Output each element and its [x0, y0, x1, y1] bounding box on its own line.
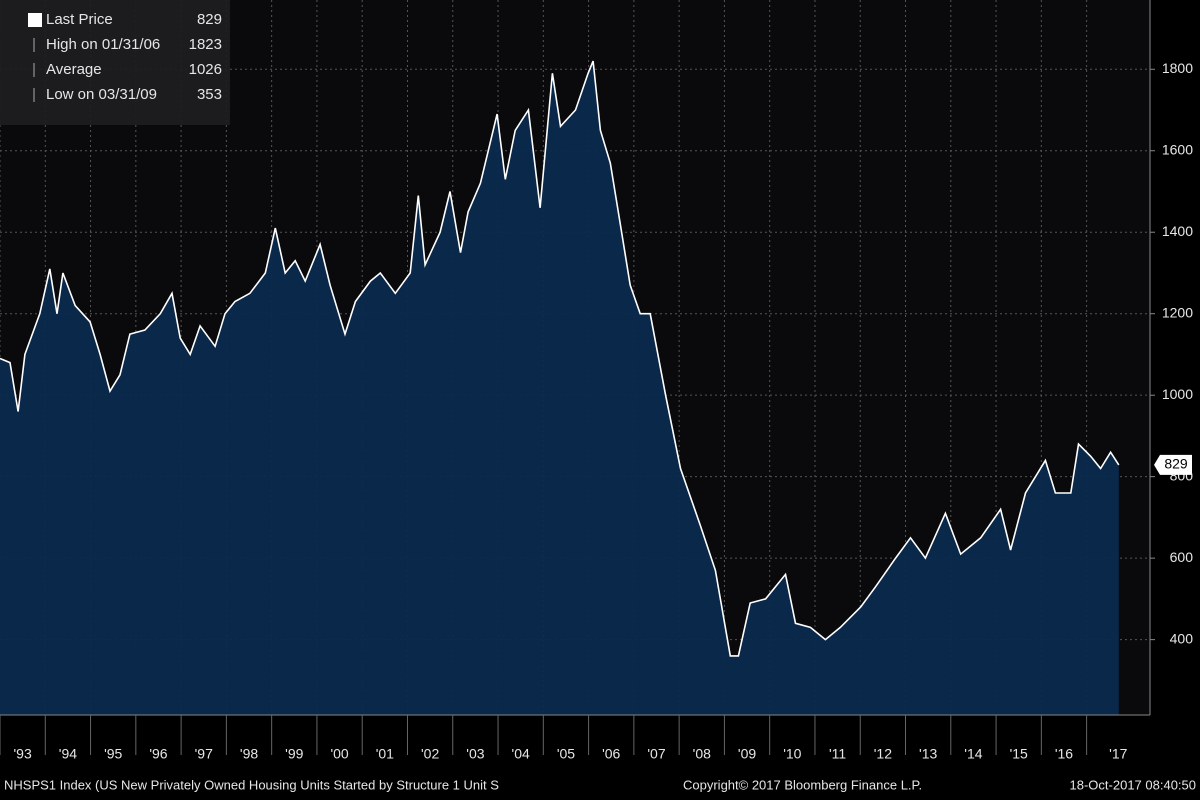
x-tick-label: '14 [964, 746, 982, 762]
y-tick-label: 1800 [1162, 60, 1193, 76]
y-tick-label: 1600 [1162, 141, 1193, 157]
legend-label: Last Price [46, 11, 113, 28]
x-tick-label: '03 [466, 746, 484, 762]
y-tick-label: 400 [1170, 630, 1194, 646]
x-tick-label: '06 [602, 746, 620, 762]
footer-timestamp: 18-Oct-2017 08:40:50 [1070, 777, 1196, 792]
x-tick-label: '04 [512, 746, 530, 762]
line [0, 60, 1120, 657]
x-tick-label: '17 [1109, 746, 1127, 762]
legend-label: Low on 03/31/09 [46, 86, 157, 103]
legend-value: 1026 [189, 61, 222, 78]
legend: Last Price 829 High on 01/31/06 1823 Average… [28, 11, 222, 103]
x-tick-label: '02 [421, 746, 439, 762]
x-tick-label: '12 [874, 746, 892, 762]
y-tick-label: 1000 [1162, 386, 1193, 402]
x-tick-label: '98 [240, 746, 258, 762]
legend-swatch [28, 13, 42, 27]
legend-value: 1823 [189, 36, 222, 53]
area [0, 61, 1119, 716]
marks [0, 60, 1120, 716]
y-tick-label: 600 [1170, 549, 1194, 565]
legend-value: 829 [197, 11, 222, 28]
y-tick-label: 1400 [1162, 223, 1193, 239]
last-price-tag [1154, 454, 1192, 475]
x-tick-label: '99 [285, 746, 303, 762]
x-tick-label: '11 [829, 746, 846, 762]
x-tick-label: '00 [330, 746, 348, 762]
last-price-label: 829 [1164, 456, 1188, 472]
footer-index: NHSPS1 Index (US New Privately Owned Hou… [4, 777, 499, 792]
x-tick-label: '05 [557, 746, 575, 762]
x-tick-label: '07 [647, 746, 665, 762]
legend-label: Average [46, 61, 102, 78]
footer-copyright: Copyright© 2017 Bloomberg Finance L.P. [683, 777, 922, 792]
x-tick-label: '01 [376, 746, 394, 762]
x-tick-label: '95 [104, 746, 122, 762]
x-tick-label: '16 [1055, 746, 1073, 762]
x-tick-label: '13 [919, 746, 937, 762]
x-tick-label: '93 [14, 746, 32, 762]
x-tick-label: '08 [693, 746, 711, 762]
legend-value: 353 [197, 86, 222, 103]
x-tick-label: '10 [783, 746, 801, 762]
x-tick-label: '97 [195, 746, 213, 762]
x-tick-label: '96 [149, 746, 167, 762]
legend-label: High on 01/31/06 [46, 36, 160, 53]
x-tick-label: '09 [738, 746, 756, 762]
x-tick-label: '15 [1010, 746, 1028, 762]
y-tick-label: 1200 [1162, 304, 1193, 320]
axes: 40060080010001200140016001800'93'94'95'9… [0, 60, 1193, 762]
x-tick-label: '94 [59, 746, 77, 762]
